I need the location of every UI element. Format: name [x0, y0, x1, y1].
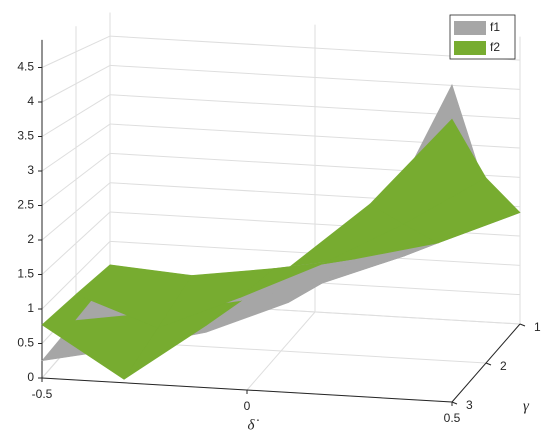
- y-axis-label: γ: [523, 398, 530, 414]
- z-tick-label: 4: [27, 94, 34, 108]
- z-tick-label: 2.5: [17, 198, 34, 212]
- z-tick-label: 1: [27, 301, 34, 315]
- z-tick-label: 1.5: [17, 267, 34, 281]
- z-tick-label: 0.5: [17, 336, 34, 350]
- x-axis-label: δ̇: [248, 417, 260, 433]
- x-tick-label: -0.5: [32, 387, 53, 401]
- tick-mark: [519, 323, 526, 327]
- legend-label: f1: [490, 20, 500, 34]
- y-tick-label: 3: [466, 398, 473, 412]
- tick-mark: [485, 362, 492, 366]
- legend-label: f2: [490, 40, 500, 54]
- x-tick-label: 0.5: [444, 411, 461, 425]
- surface-patch: [403, 177, 521, 244]
- z-tick-label: 2: [27, 232, 34, 246]
- legend-swatch: [454, 21, 486, 35]
- x-tick-label: 0: [244, 399, 251, 413]
- z-tick-label: 3: [27, 163, 34, 177]
- legend-swatch: [454, 41, 486, 55]
- y-tick-label: 2: [500, 359, 507, 373]
- z-tick-label: 3.5: [17, 129, 34, 143]
- z-tick-label: 0: [27, 370, 34, 384]
- y-tick-label: 1: [534, 320, 541, 334]
- z-tick-label: 4.5: [17, 60, 34, 74]
- tick-mark: [451, 401, 458, 405]
